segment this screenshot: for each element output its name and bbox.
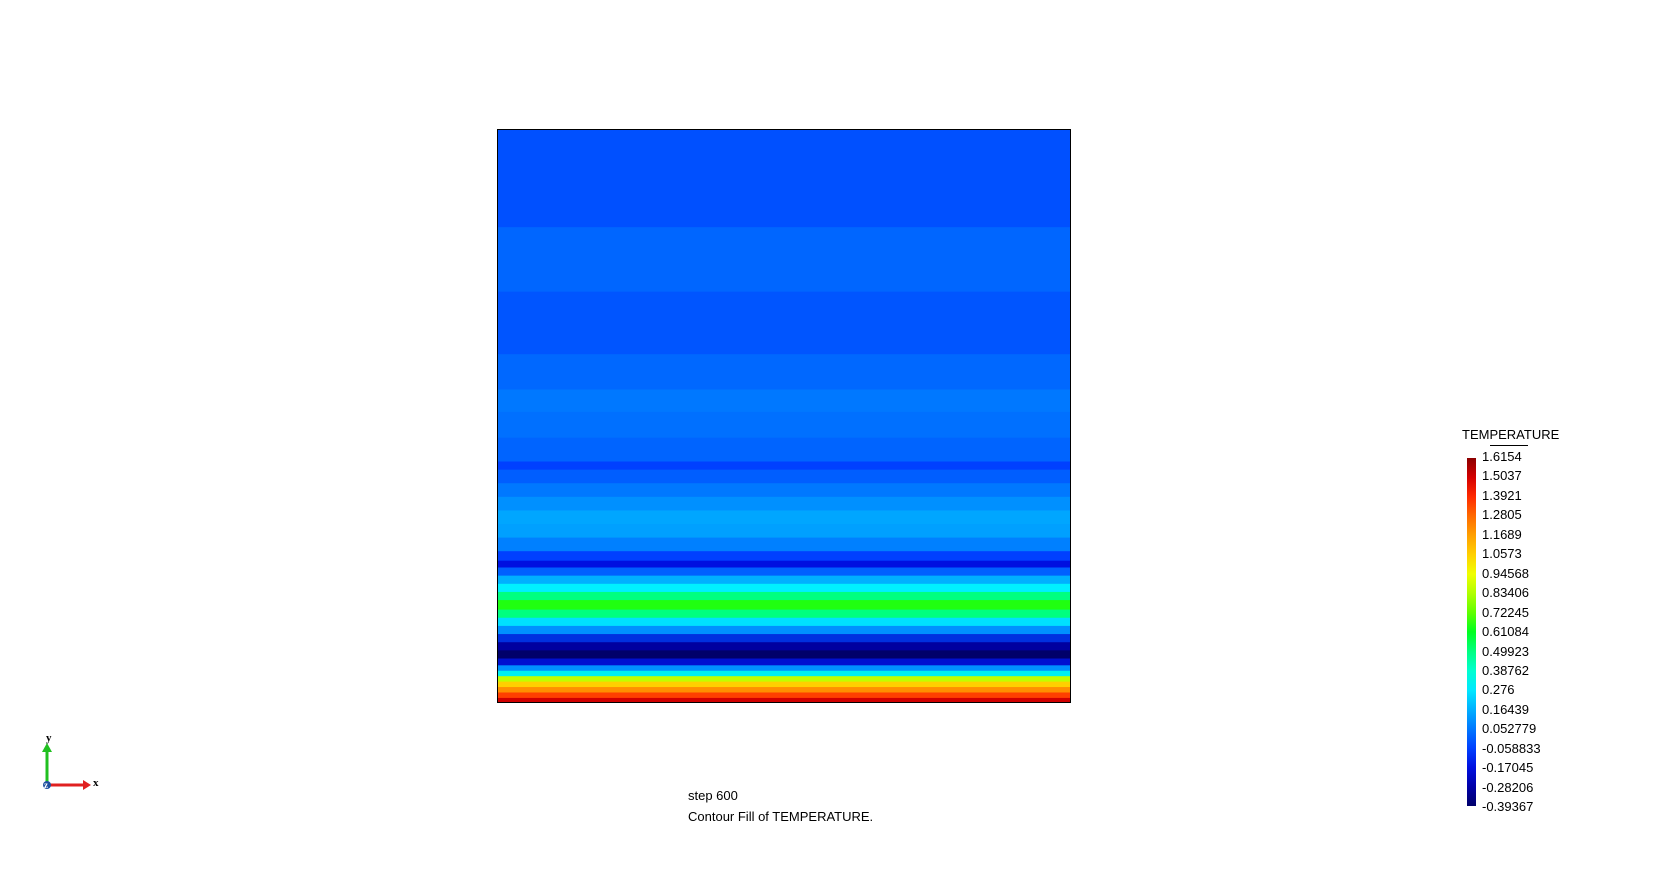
- legend-tick-label: 0.276: [1482, 682, 1515, 698]
- legend-tick-label: 1.5037: [1482, 468, 1522, 484]
- contour-band: [498, 591, 1070, 601]
- legend-tick-label: 0.94568: [1482, 565, 1529, 581]
- contour-band: [498, 670, 1070, 677]
- contour-band: [498, 537, 1070, 552]
- contour-band: [498, 354, 1070, 391]
- contour-fill-label: Contour Fill of TEMPERATURE.: [688, 809, 874, 824]
- legend-title: TEMPERATURE: [1462, 427, 1560, 442]
- legend-tick-label: 0.38762: [1482, 662, 1529, 678]
- legend-tick-label: 1.0573: [1482, 546, 1522, 562]
- contour-band: [498, 524, 1070, 539]
- contour-band: [498, 681, 1070, 688]
- legend-color-bar: [1467, 458, 1476, 806]
- contour-band: [498, 650, 1070, 660]
- y-axis-label: y: [46, 732, 52, 744]
- contour-band: [498, 510, 1070, 525]
- x-axis-label: x: [93, 777, 99, 789]
- legend-tick-label: 0.72245: [1482, 604, 1529, 620]
- contour-band: [498, 642, 1070, 651]
- legend-tick-label: 0.83406: [1482, 585, 1529, 601]
- contour-band: [498, 483, 1070, 498]
- z-axis-icon: [43, 781, 51, 789]
- contour-band: [498, 291, 1070, 355]
- legend-title-underline: [1490, 445, 1528, 446]
- contour-band: [498, 687, 1070, 694]
- legend-tick-label: -0.17045: [1482, 760, 1534, 776]
- contour-band: [498, 625, 1070, 635]
- contour-band: [498, 583, 1070, 593]
- step-label: step 600: [688, 788, 738, 803]
- contour-band: [498, 575, 1070, 585]
- contour-band: [498, 227, 1070, 293]
- contour-band: [498, 461, 1070, 471]
- contour-band: [498, 469, 1070, 484]
- domain-border: [497, 129, 1071, 703]
- contour-band: [498, 697, 1070, 703]
- legend-tick-label: -0.28206: [1482, 779, 1534, 795]
- legend-tick-label: 1.6154: [1482, 449, 1522, 464]
- contour-band: [498, 496, 1070, 512]
- contour-band: [498, 389, 1070, 413]
- contour-band: [498, 560, 1070, 569]
- legend-tick-label: 0.49923: [1482, 643, 1529, 659]
- legend-tick-label: 1.1689: [1482, 526, 1522, 542]
- contour-band: [498, 551, 1070, 562]
- contour-band: [498, 676, 1070, 683]
- x-axis-arrow-icon: [83, 780, 91, 790]
- contour-bands: [498, 130, 1070, 703]
- contour-band: [498, 130, 1070, 228]
- legend-tick-label: 0.052779: [1482, 721, 1537, 737]
- contour-band: [498, 411, 1070, 439]
- legend-tick-label: 0.16439: [1482, 701, 1529, 717]
- contour-band: [498, 600, 1070, 611]
- legend-tick-label: 0.61084: [1482, 624, 1529, 640]
- legend-tick-label: 1.3921: [1482, 487, 1522, 503]
- legend-tick-label: -0.39367: [1482, 799, 1534, 815]
- contour-band: [498, 658, 1070, 666]
- legend-tick-label: 1.2805: [1482, 507, 1522, 523]
- contour-band: [498, 617, 1070, 627]
- contour-band: [498, 437, 1070, 463]
- y-axis-arrow-icon: [42, 743, 52, 752]
- contour-band: [498, 665, 1070, 672]
- contour-band: [498, 634, 1070, 643]
- legend-tick-label: -0.058833: [1482, 740, 1541, 756]
- z-axis-label: z: [44, 780, 48, 790]
- contour-band: [498, 609, 1070, 619]
- contour-band: [498, 692, 1070, 699]
- contour-band: [498, 567, 1070, 577]
- axis-triad: x y z: [42, 732, 99, 790]
